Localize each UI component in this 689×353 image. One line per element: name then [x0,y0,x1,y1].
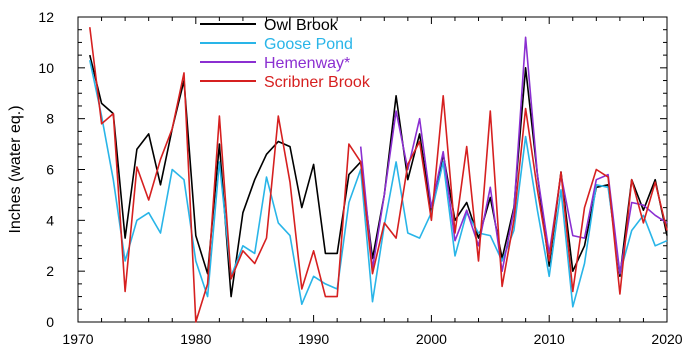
x-tick-label: 1980 [180,331,211,347]
legend-label-goose-pond: Goose Pond [264,36,353,53]
series-lines [89,27,668,323]
series-line-scribner-brook [89,27,668,323]
plot-frame [77,16,668,323]
series-line-hemenway [359,36,668,275]
y-tick-label: 6 [46,162,54,178]
y-tick-label: 8 [46,111,54,127]
x-tick-label: 2000 [416,331,447,347]
series-line-goose-pond [89,60,668,308]
y-tick-label: 12 [38,9,54,25]
axis-ticks: 1970 1980 1990 2000 2010 2020 0 2 4 6 8 10 12 [38,9,682,347]
y-tick-label: 10 [38,60,54,76]
y-tick-label: 2 [46,263,54,279]
x-tick-label: 2010 [534,331,565,347]
legend: Owl Brook Goose Pond Hemenway* Scribner Bro… [200,17,371,91]
legend-label-hemenway: Hemenway* [264,55,350,72]
x-tick-label: 2020 [651,331,682,347]
y-tick-label: 4 [46,212,54,228]
y-axis-label: Inches (water eq.) [7,105,24,233]
x-tick-label: 1990 [298,331,329,347]
legend-label-scribner-brook: Scribner Brook [264,74,371,91]
x-tick-label: 1970 [62,331,93,347]
legend-label-owl-brook: Owl Brook [264,17,339,34]
y-tick-label: 0 [46,314,54,330]
